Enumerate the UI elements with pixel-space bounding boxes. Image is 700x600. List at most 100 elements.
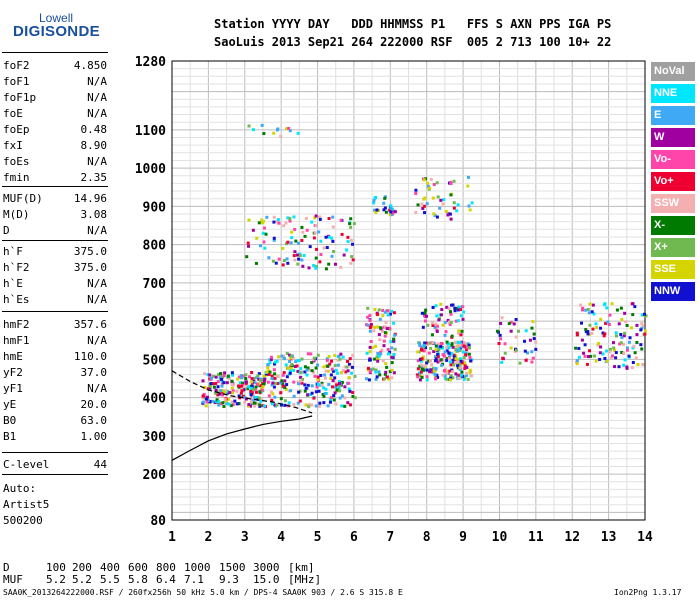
echo-point (449, 217, 453, 221)
x-tick-label: 5 (314, 530, 322, 545)
echo-point (414, 188, 418, 192)
echo-point (447, 346, 451, 350)
echo-point (631, 313, 635, 317)
muf-value: 7.1 (184, 573, 204, 586)
echo-point (375, 208, 379, 212)
echo-point (333, 376, 337, 380)
echo-point (309, 352, 313, 356)
echo-point (574, 346, 578, 350)
echo-point (201, 400, 205, 404)
echo-point (351, 258, 355, 262)
echo-point (314, 366, 318, 370)
echo-point (598, 351, 602, 355)
echo-point (281, 246, 285, 250)
echo-point (370, 346, 374, 350)
x-tick-label: 12 (564, 530, 580, 545)
echo-point (238, 396, 242, 400)
echo-point (222, 404, 226, 408)
echo-point (605, 349, 609, 353)
echo-point (231, 403, 235, 407)
echo-point (608, 313, 612, 317)
plot-frame (171, 60, 646, 521)
echo-point (439, 313, 443, 317)
echo-point (389, 206, 393, 210)
echo-point (253, 388, 257, 392)
echo-point (250, 385, 254, 389)
echo-point (623, 311, 627, 315)
echo-point (277, 355, 281, 359)
echo-point (640, 347, 644, 351)
panel-separator (2, 452, 108, 453)
echo-point (389, 340, 393, 344)
echo-point (604, 321, 608, 325)
echo-point (532, 332, 536, 336)
echo-point (350, 371, 354, 375)
echo-point (446, 318, 450, 322)
echo-point (433, 374, 437, 378)
echo-point (252, 376, 256, 380)
echo-point (249, 393, 253, 397)
echo-point (624, 320, 628, 324)
echo-point (635, 323, 639, 327)
echo-point (509, 320, 513, 324)
echo-point (374, 377, 378, 381)
echo-point (301, 230, 305, 234)
echo-point (459, 368, 463, 372)
x-tick-label: 6 (350, 530, 358, 545)
echo-point (325, 357, 329, 361)
echo-point (312, 236, 316, 240)
echo-point (631, 302, 635, 306)
echo-point (594, 359, 598, 363)
echo-point (213, 391, 217, 395)
echo-point (258, 390, 262, 394)
legend-item-x-: X- (651, 216, 695, 235)
echo-point (223, 390, 227, 394)
echo-point (383, 331, 387, 335)
echo-point (457, 329, 461, 333)
y-tick-label: 800 (143, 239, 167, 254)
echo-point (226, 391, 230, 395)
echo-point (334, 385, 338, 389)
echo-point (434, 348, 438, 352)
echo-point (436, 355, 440, 359)
echo-point (250, 370, 254, 374)
echo-point (349, 238, 353, 242)
param-value: 63.0 (80, 414, 108, 427)
echo-point (462, 355, 466, 359)
echo-point (268, 358, 272, 362)
echo-point (605, 306, 609, 310)
param-row: yE 20.0 (3, 398, 107, 412)
echo-point (263, 246, 267, 250)
echo-point (231, 389, 235, 393)
echo-point (463, 364, 467, 368)
echo-point (442, 369, 446, 373)
echo-point (507, 322, 511, 326)
echo-point (347, 376, 351, 380)
y-tick-label: 1280 (135, 55, 166, 70)
echo-point (313, 374, 317, 378)
echo-point (310, 391, 314, 395)
echo-point (434, 367, 438, 371)
param-value: 1.00 (80, 430, 108, 443)
echo-point (418, 341, 422, 345)
echo-point (339, 352, 343, 356)
echo-point (449, 193, 453, 197)
echo-point (346, 401, 350, 405)
y-tick-label: 700 (143, 277, 167, 292)
echo-point (253, 381, 257, 385)
echo-point (627, 340, 631, 344)
echo-point (288, 129, 292, 133)
echo-point (310, 369, 314, 373)
param-row: foEp 0.48 (3, 123, 107, 137)
echo-point (284, 221, 288, 225)
echo-point (300, 225, 304, 229)
echo-point (340, 232, 344, 236)
echo-point (335, 383, 339, 387)
echo-point (420, 367, 424, 371)
echo-point (331, 379, 335, 383)
echo-point (347, 381, 351, 385)
echo-point (295, 364, 299, 368)
echo-point (379, 350, 383, 354)
echo-point (445, 377, 449, 381)
echo-point (348, 389, 352, 393)
